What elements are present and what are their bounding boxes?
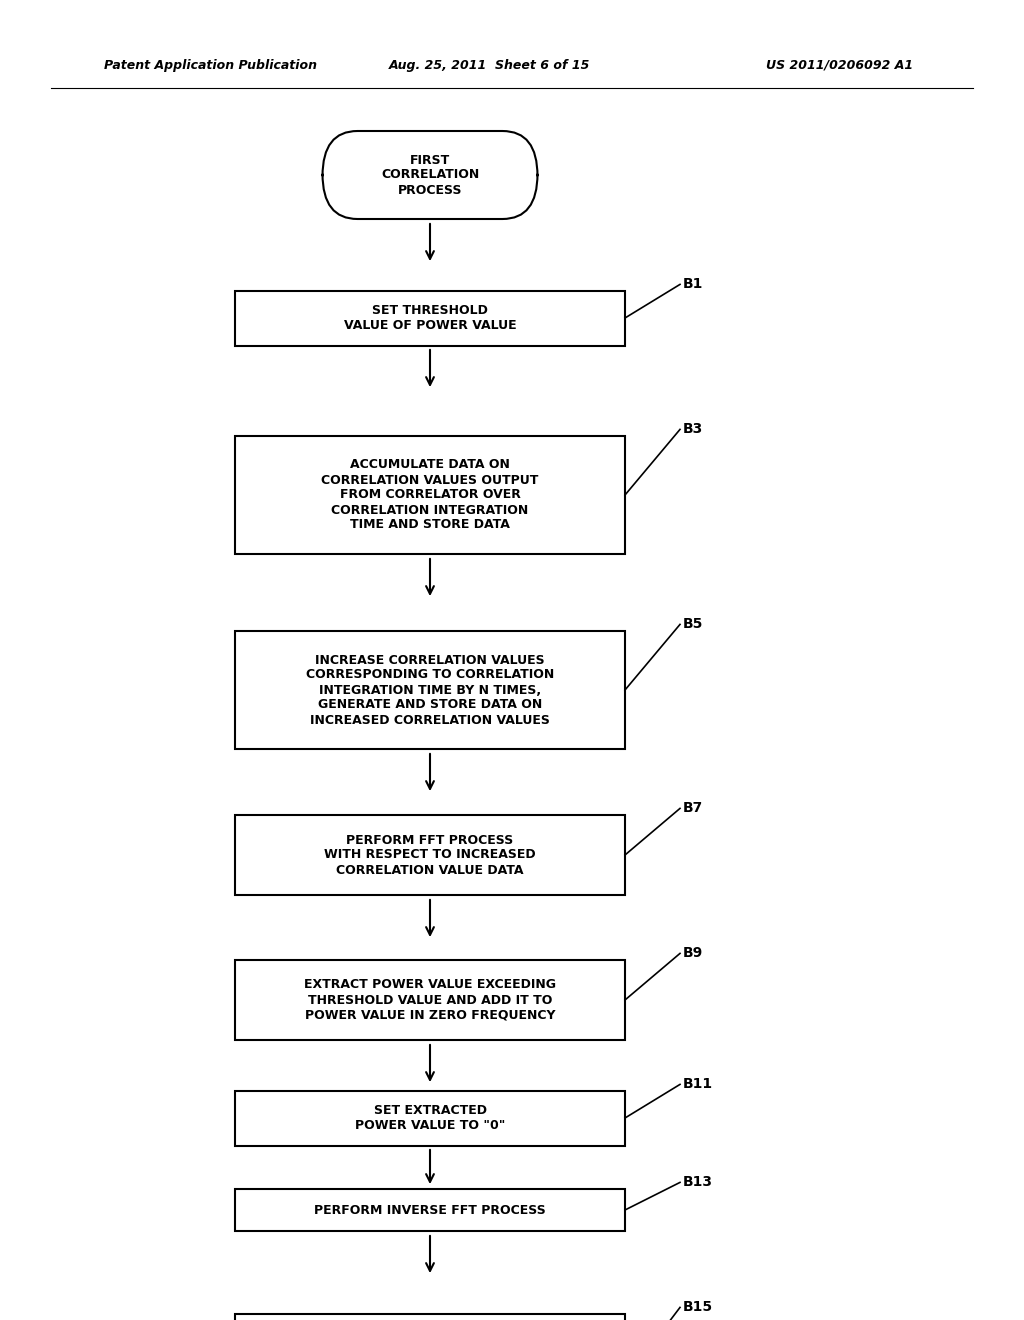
Text: SET EXTRACTED
POWER VALUE TO "0": SET EXTRACTED POWER VALUE TO "0"	[354, 1104, 505, 1133]
Text: B5: B5	[683, 618, 703, 631]
Text: B9: B9	[683, 946, 703, 961]
Bar	[234, 960, 625, 1040]
Bar	[234, 1313, 625, 1320]
Bar	[234, 290, 625, 346]
Bar	[234, 1189, 625, 1232]
Text: SET THRESHOLD
VALUE OF POWER VALUE: SET THRESHOLD VALUE OF POWER VALUE	[344, 304, 516, 333]
Bar	[234, 814, 625, 895]
Text: B1: B1	[683, 277, 703, 292]
FancyBboxPatch shape	[323, 131, 538, 219]
Bar	[234, 1090, 625, 1146]
Text: B7: B7	[683, 801, 703, 816]
Text: B13: B13	[683, 1175, 713, 1189]
Text: FIRST
CORRELATION
PROCESS: FIRST CORRELATION PROCESS	[381, 153, 479, 197]
Text: US 2011/0206092 A1: US 2011/0206092 A1	[766, 58, 913, 71]
Text: Patent Application Publication: Patent Application Publication	[103, 58, 316, 71]
Text: INCREASE CORRELATION VALUES
CORRESPONDING TO CORRELATION
INTEGRATION TIME BY N T: INCREASE CORRELATION VALUES CORRESPONDIN…	[306, 653, 554, 726]
Text: EXTRACT POWER VALUE EXCEEDING
THRESHOLD VALUE AND ADD IT TO
POWER VALUE IN ZERO : EXTRACT POWER VALUE EXCEEDING THRESHOLD …	[304, 978, 556, 1022]
Text: ACCUMULATE DATA ON
CORRELATION VALUES OUTPUT
FROM CORRELATOR OVER
CORRELATION IN: ACCUMULATE DATA ON CORRELATION VALUES OU…	[322, 458, 539, 532]
Text: B3: B3	[683, 422, 703, 437]
Text: B11: B11	[683, 1077, 713, 1092]
Text: B15: B15	[683, 1300, 713, 1315]
Bar	[234, 436, 625, 554]
Text: Aug. 25, 2011  Sheet 6 of 15: Aug. 25, 2011 Sheet 6 of 15	[389, 58, 591, 71]
Text: PERFORM FFT PROCESS
WITH RESPECT TO INCREASED
CORRELATION VALUE DATA: PERFORM FFT PROCESS WITH RESPECT TO INCR…	[325, 833, 536, 876]
Bar	[234, 631, 625, 748]
Text: PERFORM INVERSE FFT PROCESS: PERFORM INVERSE FFT PROCESS	[314, 1204, 546, 1217]
